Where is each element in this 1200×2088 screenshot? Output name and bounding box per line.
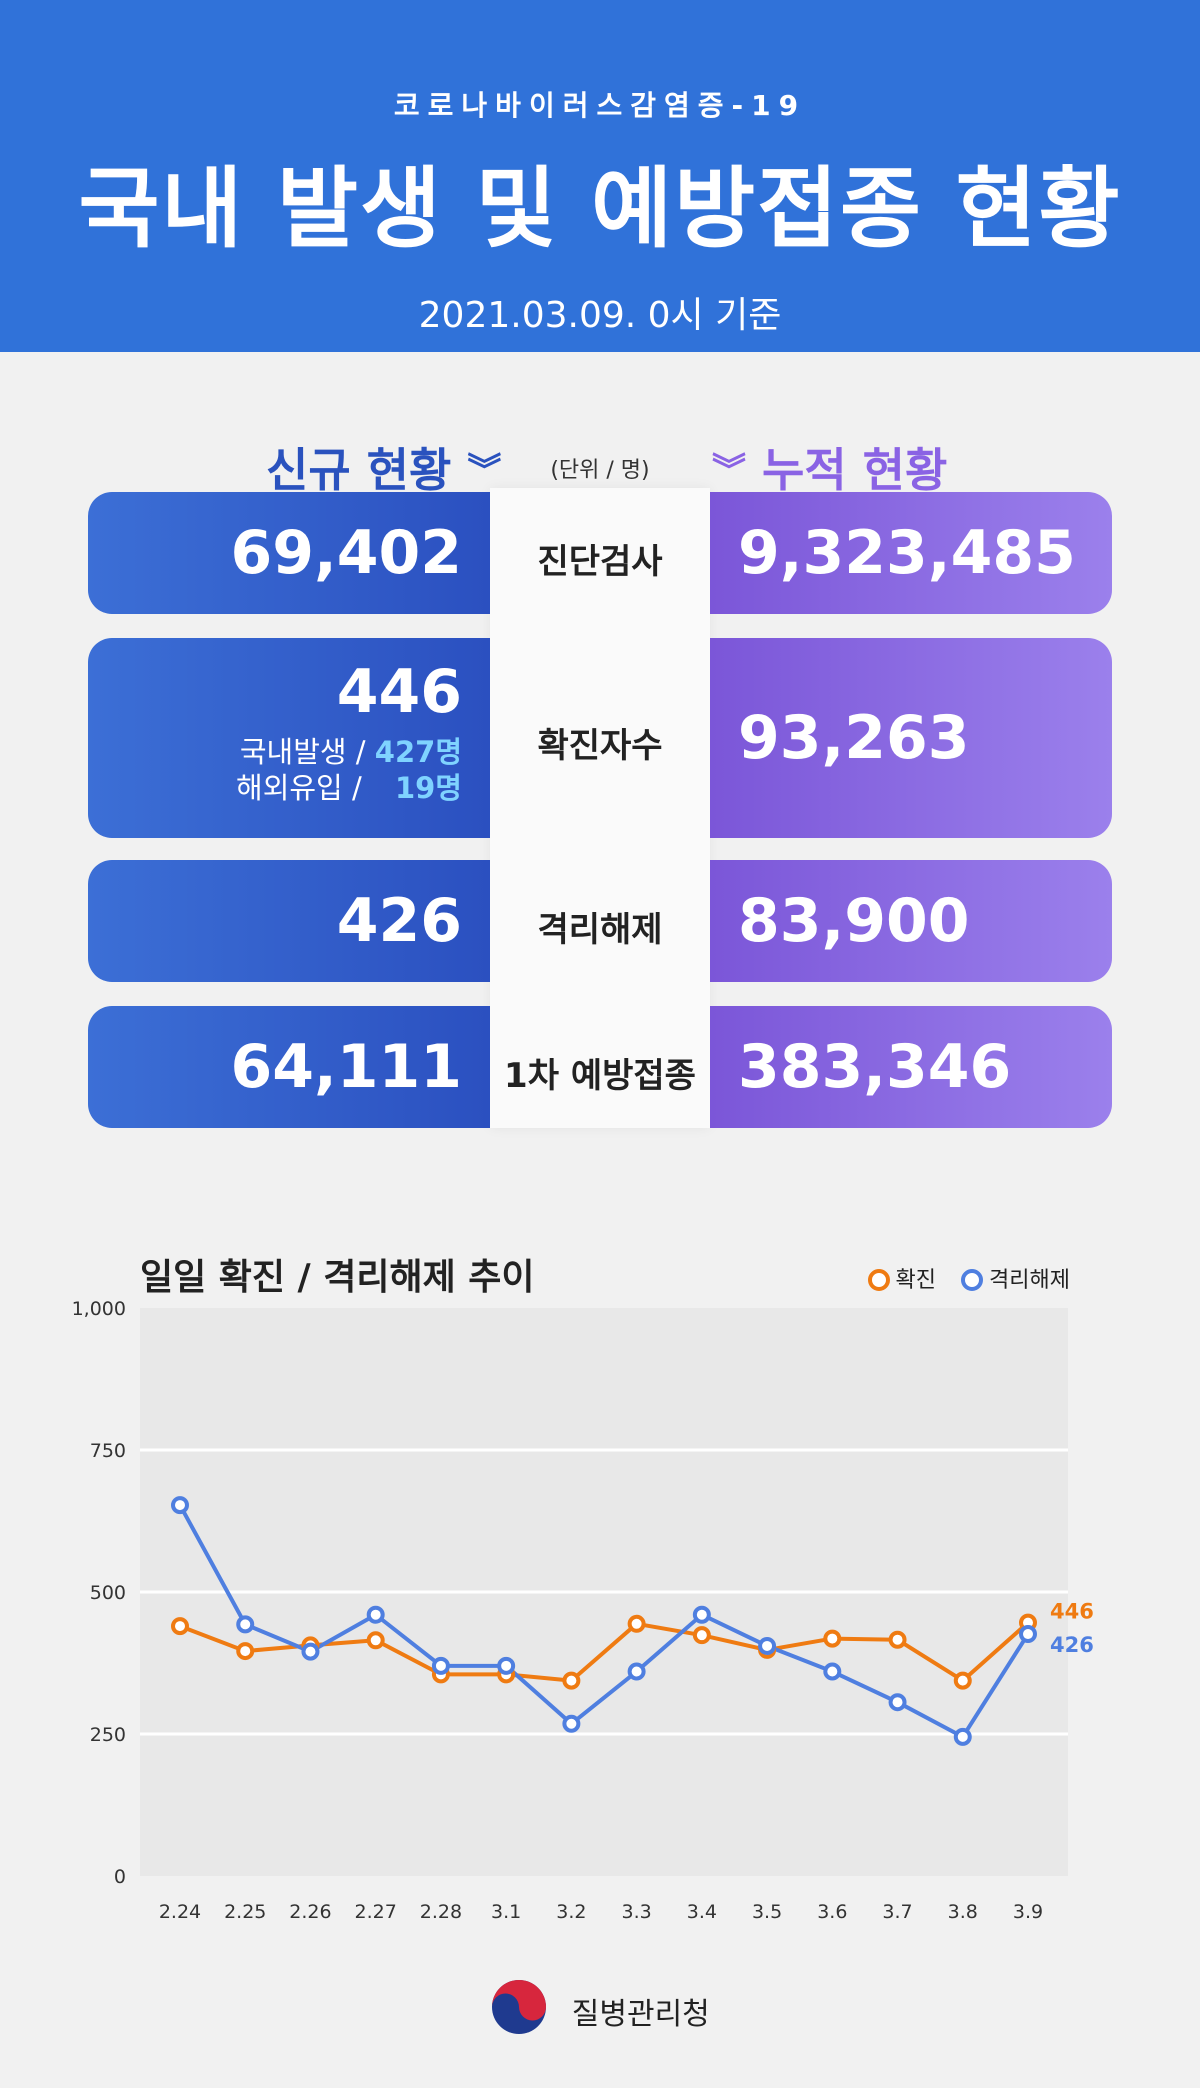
- x-tick-label: 3.3: [622, 1901, 652, 1923]
- legend-released-label: 격리해제: [989, 1268, 1070, 1293]
- chart-title: 일일 확진 / 격리해제 추이: [140, 1257, 535, 1298]
- released-point: [627, 1662, 646, 1681]
- cumulative-tests-value: 9,323,485: [738, 518, 1076, 588]
- released-end-label: 426: [1050, 1633, 1094, 1657]
- x-tick-label: 2.26: [289, 1901, 331, 1923]
- cumulative-vaccination-box: 383,346: [710, 1006, 1112, 1128]
- released-point: [692, 1605, 711, 1624]
- overseas-line: 해외유입 / 19명: [88, 770, 462, 806]
- confirmed-point: [692, 1626, 711, 1645]
- x-tick-label: 2.24: [159, 1901, 201, 1923]
- y-tick-label: 0: [114, 1866, 126, 1888]
- chevron-down-icon: ︾: [467, 451, 502, 491]
- x-tick-label: 3.4: [687, 1901, 717, 1923]
- released-marker-icon: [961, 1269, 984, 1291]
- released-point: [236, 1615, 255, 1634]
- legend-confirmed-label: 확진: [895, 1268, 937, 1293]
- cumulative-tests-box: 9,323,485: [710, 492, 1112, 614]
- y-tick-label: 250: [90, 1724, 126, 1746]
- x-tick-label: 3.7: [882, 1901, 912, 1923]
- trend-line-chart: 0 250 500 750 1,000 2.24 2.25 2.26 2.27 2.28 3.1 3.…: [72, 1298, 1094, 1923]
- confirmed-point: [953, 1671, 972, 1690]
- new-released-box: 426: [88, 860, 490, 982]
- released-point: [758, 1636, 777, 1655]
- confirmed-end-label: 446: [1050, 1600, 1094, 1624]
- released-point: [497, 1656, 516, 1675]
- cumulative-status-heading: ︾ 누적 현황: [712, 434, 947, 500]
- page-title: 국내 발생 및 예방접종 현황: [78, 157, 1122, 260]
- center-label-column: [490, 488, 710, 1128]
- new-status-heading: 신규 현황 ︾: [266, 434, 501, 500]
- x-tick-label: 3.9: [1013, 1901, 1043, 1923]
- footer: 질병관리청: [0, 1978, 1200, 2044]
- released-series-line: [178, 1504, 1030, 1739]
- new-status-title: 신규 현황: [266, 443, 452, 497]
- released-point: [562, 1714, 581, 1733]
- new-vaccination-value: 64,111: [230, 1032, 462, 1102]
- confirmed-marker-icon: [867, 1269, 890, 1291]
- domestic-label: 국내발생 /: [239, 735, 366, 769]
- new-confirmed-value: 446: [336, 657, 462, 727]
- x-tick-label: 3.2: [556, 1901, 586, 1923]
- agency-name: 질병관리청: [571, 1997, 710, 2032]
- new-tests-box: 69,402: [88, 492, 490, 614]
- x-tick-label: 3.8: [948, 1901, 978, 1923]
- released-label: 격리해제: [537, 910, 663, 950]
- new-tests-value: 69,402: [230, 518, 462, 588]
- header-subtitle: 코로나바이러스감염증-19: [393, 89, 807, 122]
- legend-item-confirmed: 확진: [867, 1268, 943, 1293]
- overseas-label: 해외유입 /: [236, 771, 362, 806]
- new-released-value: 426: [336, 886, 462, 956]
- overseas-value: 19명: [394, 771, 462, 806]
- x-tick-label: 3.1: [491, 1901, 521, 1923]
- released-point: [823, 1662, 842, 1681]
- confirmed-point: [366, 1631, 385, 1650]
- x-tick-label: 3.6: [817, 1901, 847, 1923]
- confirmed-point: [627, 1614, 646, 1633]
- released-point: [1019, 1625, 1037, 1644]
- x-tick-label: 3.5: [752, 1901, 782, 1923]
- chevron-down-icon: ︾: [712, 451, 746, 491]
- confirmed-point: [562, 1671, 581, 1690]
- released-point: [366, 1605, 385, 1624]
- released-point: [953, 1727, 972, 1746]
- x-tick-label: 2.27: [355, 1901, 397, 1923]
- cumulative-released-value: 83,900: [738, 886, 970, 956]
- domestic-value: 427명: [374, 735, 462, 769]
- confirmed-point: [171, 1617, 189, 1636]
- cumulative-confirmed-box: 93,263: [710, 638, 1112, 838]
- x-tick-label: 2.25: [224, 1901, 266, 1923]
- taegeuk-emblem-icon: [490, 1978, 548, 2044]
- vaccination-label: 1차 예방접종: [504, 1056, 696, 1096]
- chart-legend: 확진 격리해제: [850, 1262, 1070, 1294]
- unit-label: (단위 / 명): [550, 458, 650, 483]
- y-tick-label: 750: [90, 1440, 126, 1462]
- y-tick-label: 1,000: [72, 1298, 126, 1320]
- x-tick-label: 2.28: [420, 1901, 462, 1923]
- reference-date: 2021.03.09. 0시 기준: [418, 295, 782, 336]
- new-confirmed-box: 446 국내발생 / 427명 해외유입 / 19명: [88, 638, 490, 838]
- cumulative-status-title: 누적 현황: [762, 443, 948, 497]
- y-tick-label: 500: [90, 1582, 126, 1604]
- header-banner: 코로나바이러스감염증-19 국내 발생 및 예방접종 현황 2021.03.09…: [0, 0, 1200, 352]
- cumulative-confirmed-value: 93,263: [738, 703, 970, 773]
- released-point: [431, 1656, 450, 1675]
- confirmed-point: [236, 1642, 255, 1661]
- tests-label: 진단검사: [537, 542, 663, 582]
- domestic-line: 국내발생 / 427명: [88, 734, 462, 770]
- legend-item-released: 격리해제: [961, 1268, 1070, 1293]
- cumulative-vaccination-value: 383,346: [738, 1032, 1012, 1102]
- new-vaccination-box: 64,111: [88, 1006, 490, 1128]
- released-point: [888, 1693, 907, 1712]
- confirmed-point: [823, 1629, 842, 1648]
- confirmed-point: [888, 1630, 907, 1649]
- released-point: [301, 1642, 320, 1661]
- confirmed-label: 확진자수: [537, 726, 663, 766]
- released-point: [171, 1496, 189, 1515]
- cumulative-released-box: 83,900: [710, 860, 1112, 982]
